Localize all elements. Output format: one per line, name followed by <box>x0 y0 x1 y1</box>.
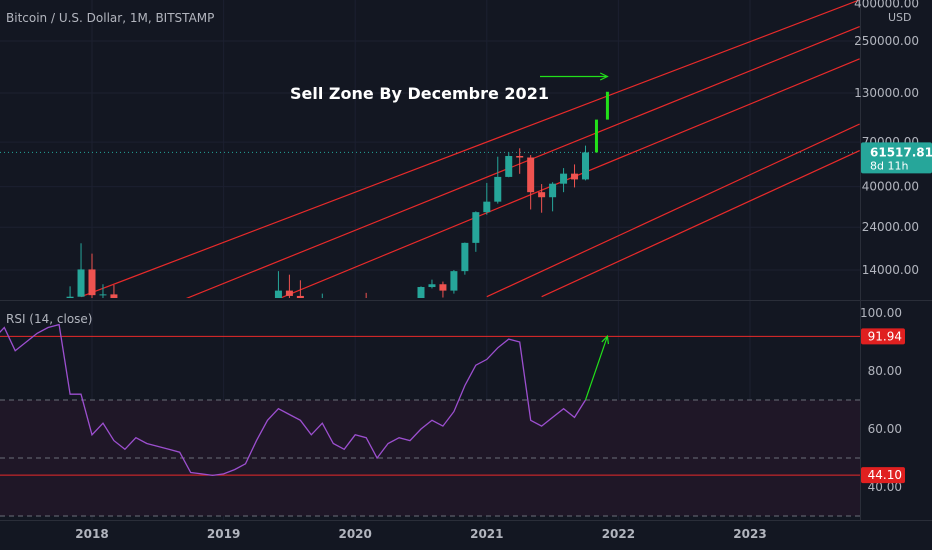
time-tick-5: 2023 <box>733 527 766 541</box>
price-tick-4: 40000.00 <box>862 180 919 194</box>
candle-body-14 <box>439 284 447 291</box>
last-price-badge <box>861 142 932 174</box>
rsi-level-badge-0 <box>861 328 905 345</box>
time-tick-3: 2021 <box>470 527 503 541</box>
rsi-level-value-1: 44.10 <box>868 468 902 482</box>
time-tick-2: 2020 <box>338 527 371 541</box>
price-tick-5: 24000.00 <box>862 220 919 234</box>
rsi-tick-2: 60.00 <box>868 422 902 436</box>
candles[interactable] <box>56 145 589 366</box>
time-axis[interactable]: 2018 2019 2020 2021 2022 2023 <box>75 527 766 541</box>
candle-body-23 <box>538 192 546 198</box>
candle-body-1 <box>66 296 74 298</box>
candle-countdown: 8d 11h <box>870 159 908 172</box>
sell-zone-annotation[interactable]: Sell Zone By Decembre 2021 <box>290 84 549 103</box>
channel-line-0 <box>80 0 860 298</box>
candle-body-2 <box>77 269 85 297</box>
time-tick-4: 2022 <box>602 527 635 541</box>
candle-body-15 <box>450 271 458 291</box>
rsi-level-value-0: 91.94 <box>868 329 902 343</box>
rsi-axis[interactable]: 100.00 80.00 60.00 40.00 <box>860 306 902 494</box>
candle-body-21 <box>516 156 524 158</box>
time-tick-0: 2018 <box>75 527 108 541</box>
price-tick-6: 14000.00 <box>862 263 919 277</box>
channel-line-4 <box>541 149 860 298</box>
rsi-band-fill <box>0 400 860 516</box>
last-price-value: 61517.81 <box>870 145 932 159</box>
symbol-title[interactable]: Bitcoin / U.S. Dollar, 1M, BITSTAMP <box>6 11 214 25</box>
sell-zone-arrow-head <box>599 72 609 81</box>
candle-body-16 <box>461 242 469 272</box>
candle-body-13 <box>428 284 436 288</box>
candle-body-3 <box>88 269 96 296</box>
price-tick-2: 130000.00 <box>854 86 919 100</box>
price-axis[interactable]: 400000.00250000.00130000.0070000.0040000… <box>854 0 919 277</box>
candle-body-26 <box>571 173 579 180</box>
channel-line-1 <box>185 26 860 298</box>
time-tick-1: 2019 <box>207 527 240 541</box>
rsi-level-badge-1 <box>861 467 905 484</box>
candle-body-8 <box>285 290 293 296</box>
candle-body-25 <box>560 173 568 184</box>
rsi-series[interactable] <box>0 323 587 477</box>
candle-body-5 <box>110 294 118 298</box>
candle-body-18 <box>483 201 491 213</box>
candle-body-4 <box>99 294 107 296</box>
rsi-tick-0: 100.00 <box>860 306 902 320</box>
channel-line-3 <box>486 123 860 298</box>
price-tick-0: 400000.00 <box>854 0 919 11</box>
rsi-tick-3: 40.00 <box>868 480 902 494</box>
rsi-arrow-head <box>601 334 609 345</box>
candle-body-19 <box>494 176 502 202</box>
rsi-line <box>0 323 587 477</box>
annotation-arrows <box>540 72 609 401</box>
candle-body-22 <box>527 157 535 193</box>
candle-body-12 <box>417 287 425 298</box>
candle-body-27 <box>582 152 589 180</box>
currency-label[interactable]: USD <box>888 11 912 24</box>
candle-body-7 <box>274 290 282 298</box>
rsi-title[interactable]: RSI (14, close) <box>6 312 92 326</box>
candle-body-20 <box>505 156 513 177</box>
candle-body-9 <box>296 295 304 298</box>
candle-body-24 <box>549 183 557 198</box>
price-tick-1: 250000.00 <box>854 34 919 48</box>
rsi-pane <box>0 335 860 517</box>
rsi-arrow-shaft <box>584 336 609 401</box>
projection-bars <box>594 91 609 153</box>
candle-body-17 <box>472 212 480 243</box>
rsi-tick-1: 80.00 <box>868 364 902 378</box>
